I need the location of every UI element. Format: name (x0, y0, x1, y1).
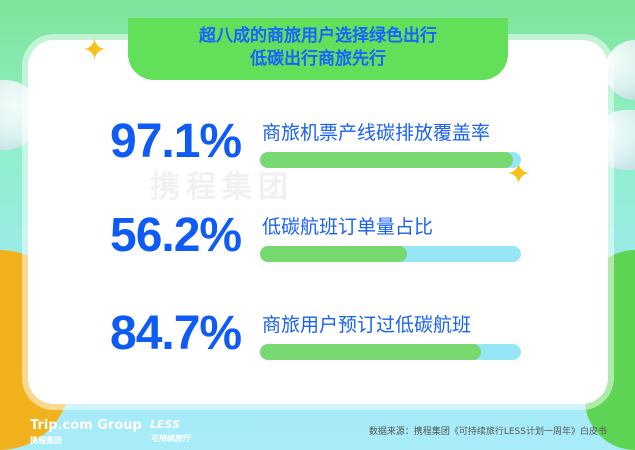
content-card (28, 40, 608, 404)
value-label: 84.7% (110, 307, 242, 360)
bar-fill (260, 246, 407, 262)
data-source: 数据来源：携程集团《可持续旅行LESS计划一周年》白皮书 (368, 427, 607, 437)
tripcom-logo: Trip.com Group 携程集团 (30, 418, 142, 445)
category-label: 低碳航班订单量占比 (262, 216, 434, 238)
watermark: 携程集团 (150, 170, 294, 205)
bar-track (260, 344, 521, 360)
category-label: 商旅用户预订过低碳航班 (262, 314, 472, 336)
category-label: 商旅机票产线碳排放覆盖率 (262, 122, 491, 144)
bar-track (260, 246, 521, 262)
less-logo: LESS 可持续旅行 (150, 418, 190, 443)
sparkle-icon: ✦ (82, 33, 108, 68)
title-banner: 超八成的商旅用户选择绿色出行 低碳出行商旅先行 (128, 18, 508, 80)
value-label: 56.2% (110, 209, 242, 262)
title-line1: 超八成的商旅用户选择绿色出行 (199, 26, 437, 46)
title-line2: 低碳出行商旅先行 (250, 49, 386, 69)
bar-fill (260, 344, 482, 360)
bar-fill (260, 152, 514, 168)
value-label: 97.1% (110, 115, 242, 168)
bar-track (260, 152, 521, 168)
decor-bubble (605, 40, 635, 100)
